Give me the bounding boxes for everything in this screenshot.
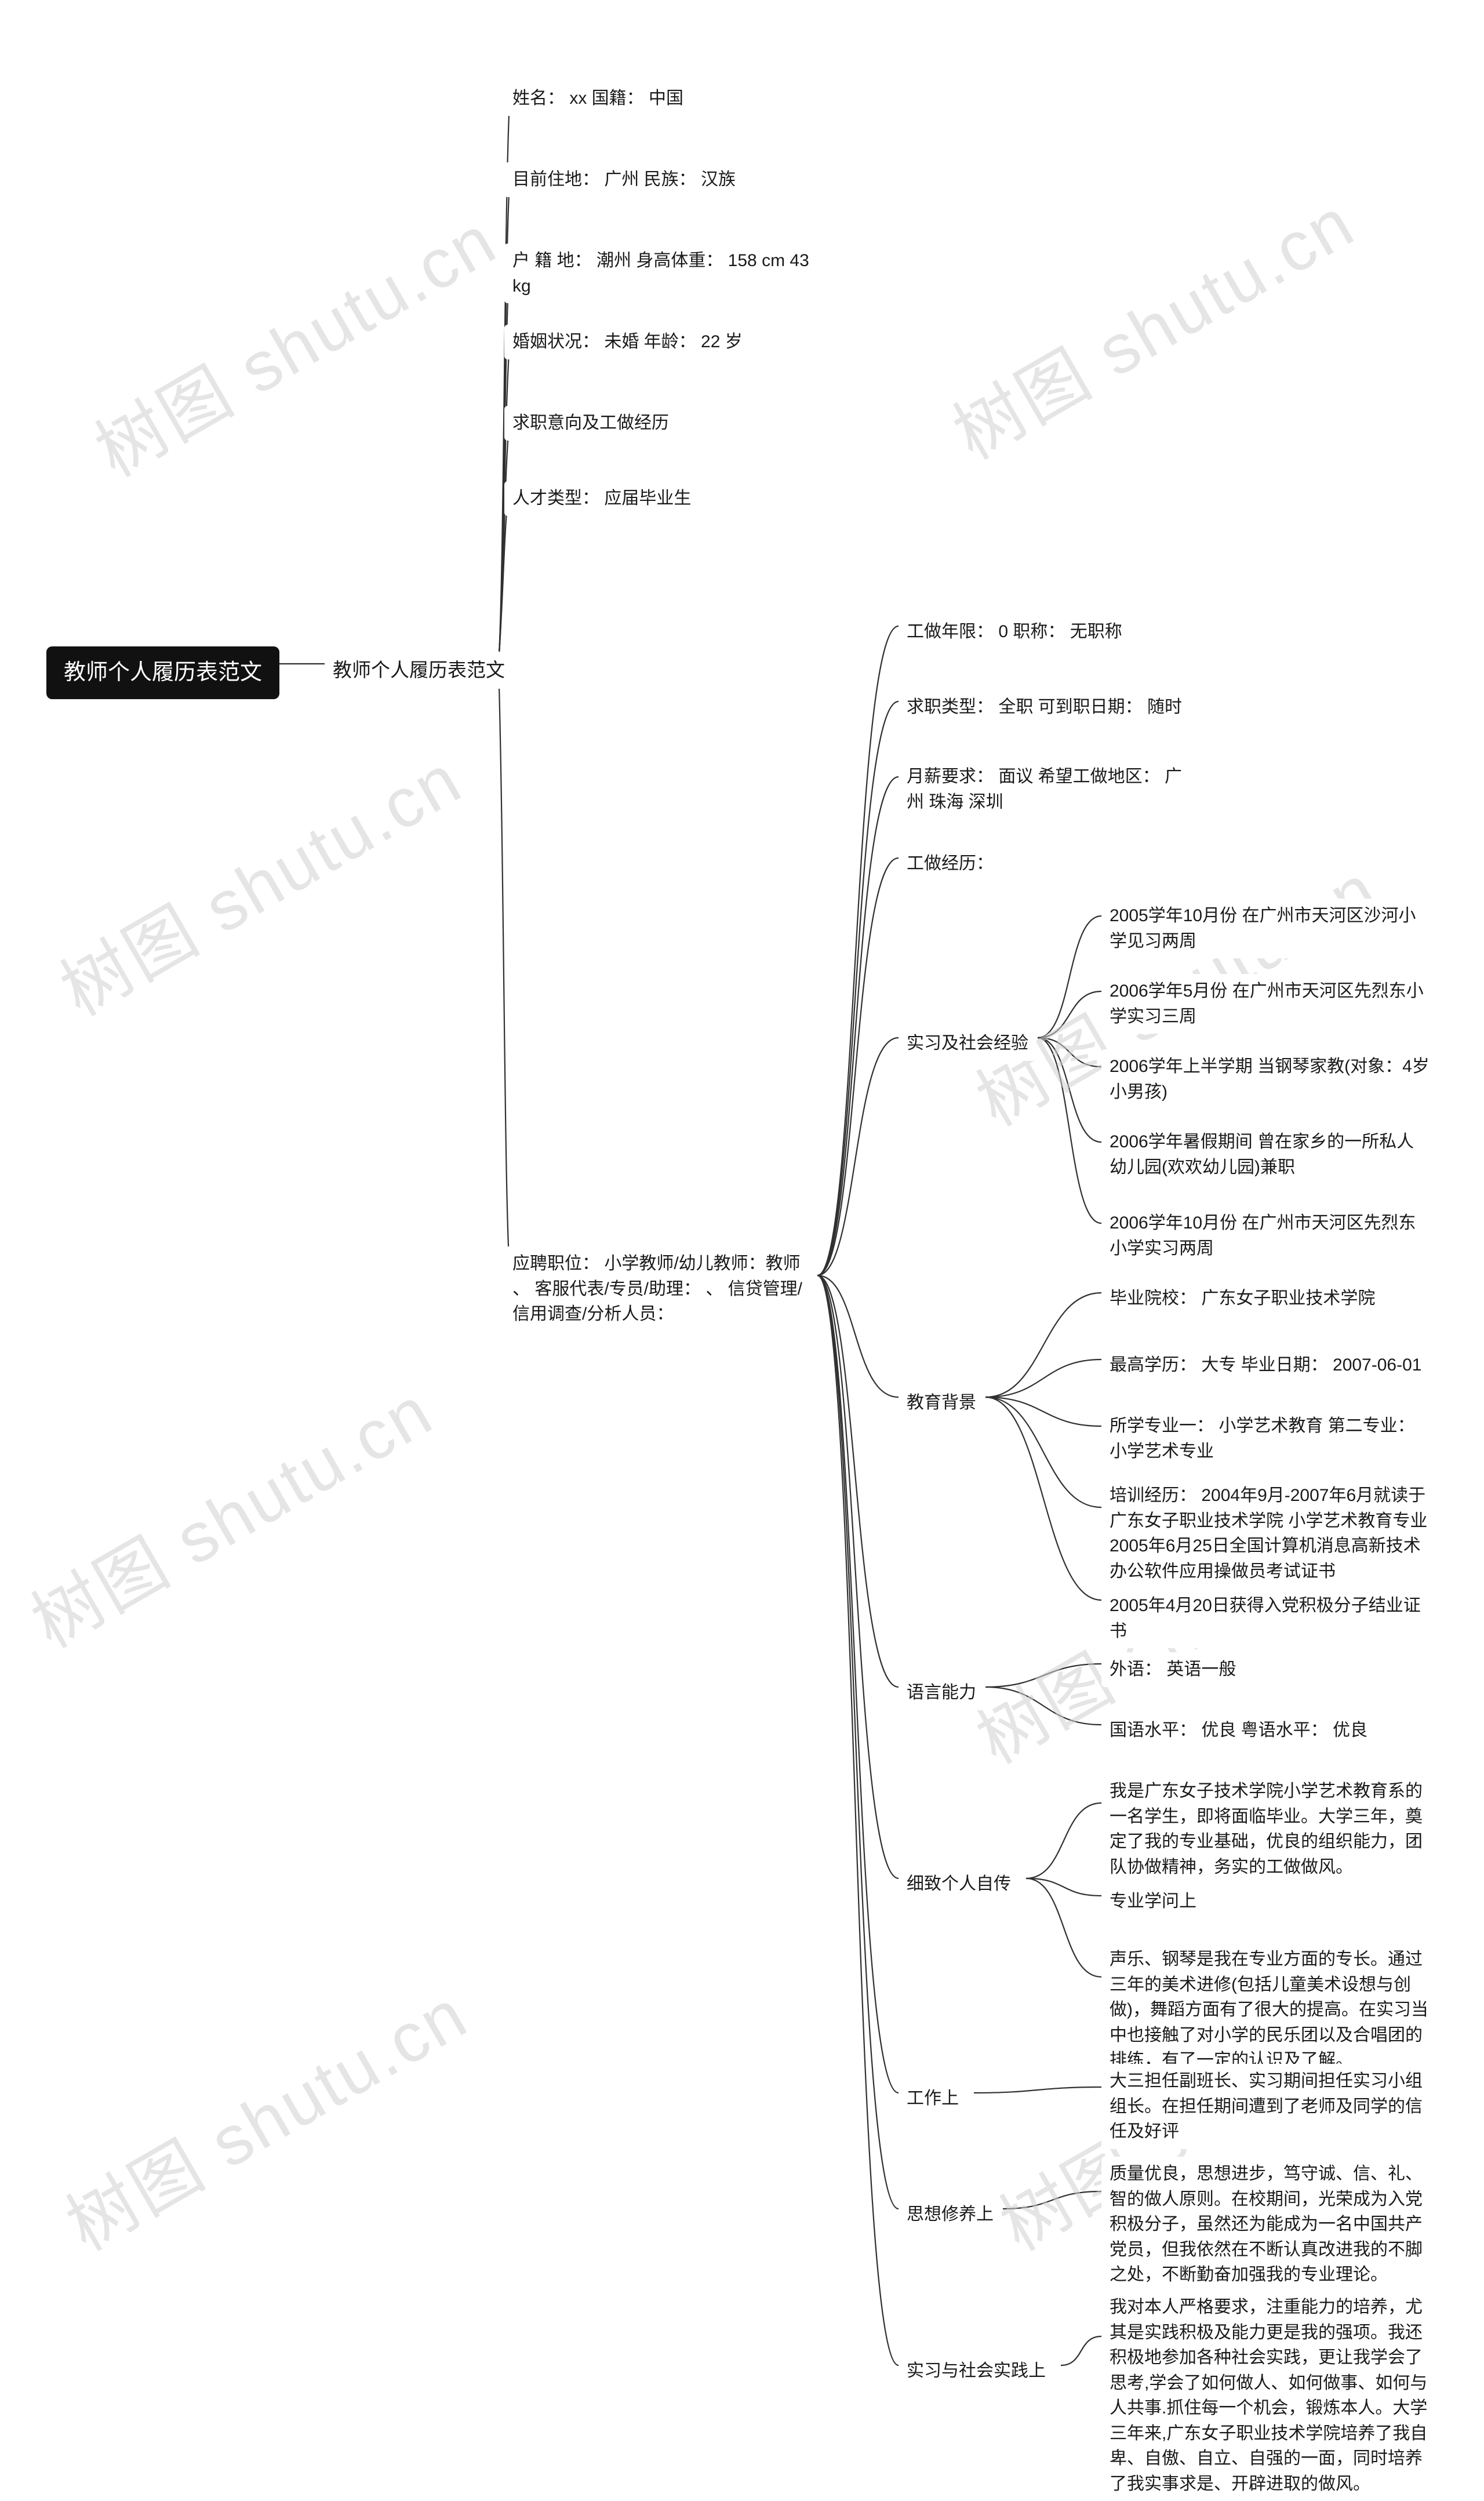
thought-item-0: 质量优良，思想进步，笃守诚、信、礼、智的做人原则。在校期间，光荣成为入党积极分子… xyxy=(1101,2157,1438,2292)
education-item-3: 培训经历： 2004年9月-2007年6月就读于广东女子职业技术学院 小学艺术教… xyxy=(1101,1478,1438,1588)
applied-position-node: 应聘职位： 小学教师/幼儿教师：教师 、 客服代表/专员/助理： 、 信贷管理/… xyxy=(504,1246,817,1332)
practice-item-0: 我对本人严格要求，注重能力的培养，尤其是实践积极及能力更是我的强项。我还积极地参… xyxy=(1101,2290,1438,2501)
practice-label: 实习与社会实践上 xyxy=(899,2354,1054,2389)
education-item-2: 所学专业一： 小学艺术教育 第二专业： 小学艺术专业 xyxy=(1101,1409,1438,1468)
education-item-0: 毕业院校： 广东女子职业技术学院 xyxy=(1101,1281,1383,1316)
internship-item-1: 2006学年5月份 在广州市天河区先烈东小学实习三周 xyxy=(1101,974,1438,1034)
level1-node: 教师个人履历表范文 xyxy=(325,652,513,689)
basic-marital: 婚姻状况： 未婚 年龄： 22 岁 xyxy=(504,325,751,359)
language-item-0: 外语： 英语一般 xyxy=(1101,1652,1244,1687)
internship-item-0: 2005学年10月份 在广州市天河区沙河小学见习两周 xyxy=(1101,899,1438,958)
basic-addr: 目前住地： 广州 民族： 汉族 xyxy=(504,162,744,197)
thought-label: 思想修养上 xyxy=(899,2197,1002,2232)
work-item-0: 大三担任副班长、实习期间担任实习小组组长。在担任期间遭到了老师及同学的信任及好评 xyxy=(1101,2064,1438,2149)
jobmeta-jobtype: 求职类型： 全职 可到职日期： 随时 xyxy=(899,690,1190,725)
biography-label: 细致个人自传 xyxy=(899,1867,1019,1902)
watermark: 树图 shutu.cn xyxy=(45,1959,483,2270)
jobmeta-salary: 月薪要求： 面议 希望工做地区： 广州 珠海 深圳 xyxy=(899,759,1200,819)
basic-jobintent: 求职意向及工做经历 xyxy=(504,406,677,441)
education-item-1: 最高学历： 大专 毕业日期： 2007-06-01 xyxy=(1101,1348,1430,1383)
jobmeta-workexp_l: 工做经历： xyxy=(899,846,1002,881)
education-item-4: 2005年4月20日获得入党积极分子结业证书 xyxy=(1101,1588,1438,1648)
root-node: 教师个人履历表范文 xyxy=(46,646,279,699)
language-label: 语言能力 xyxy=(899,1675,984,1710)
watermark: 树图 shutu.cn xyxy=(74,185,512,496)
diagram-canvas: 树图 shutu.cn 树图 shutu.cn 树图 shutu.cn 树图 shut… xyxy=(0,0,1484,2483)
watermark: 树图 shutu.cn xyxy=(10,1356,448,1667)
biography-item-2: 声乐、钢琴是我在专业方面的专长。通过三年的美术进修(包括儿童美术设想与创做)，舞… xyxy=(1101,1942,1438,2078)
biography-item-0: 我是广东女子技术学院小学艺术教育系的一名学生，即将面临毕业。大学三年，奠定了我的… xyxy=(1101,1774,1438,1884)
basic-name: 姓名： xx 国籍： 中国 xyxy=(504,81,692,116)
internship-item-4: 2006学年10月份 在广州市天河区先烈东小学实习两周 xyxy=(1101,1206,1438,1266)
education-label: 教育背景 xyxy=(899,1386,984,1420)
work-label: 工作上 xyxy=(899,2081,967,2116)
basic-huji: 户 籍 地： 潮州 身高体重： 158 cm 43 kg xyxy=(504,243,817,303)
basic-talent: 人才类型： 应届毕业生 xyxy=(504,481,699,516)
internship-item-3: 2006学年暑假期间 曾在家乡的一所私人幼儿园(欢欢幼儿园)兼职 xyxy=(1101,1125,1438,1184)
watermark: 树图 shutu.cn xyxy=(39,724,477,1035)
biography-item-1: 专业学问上 xyxy=(1101,1884,1205,1919)
internship-item-2: 2006学年上半学期 当钢琴家教(对象：4岁小男孩) xyxy=(1101,1049,1438,1109)
jobmeta-workyears: 工做年限： 0 职称： 无职称 xyxy=(899,615,1130,649)
watermark: 树图 shutu.cn xyxy=(932,168,1370,478)
language-item-1: 国语水平： 优良 粤语水平： 优良 xyxy=(1101,1713,1376,1748)
internship-label: 实习及社会经验 xyxy=(899,1026,1036,1061)
